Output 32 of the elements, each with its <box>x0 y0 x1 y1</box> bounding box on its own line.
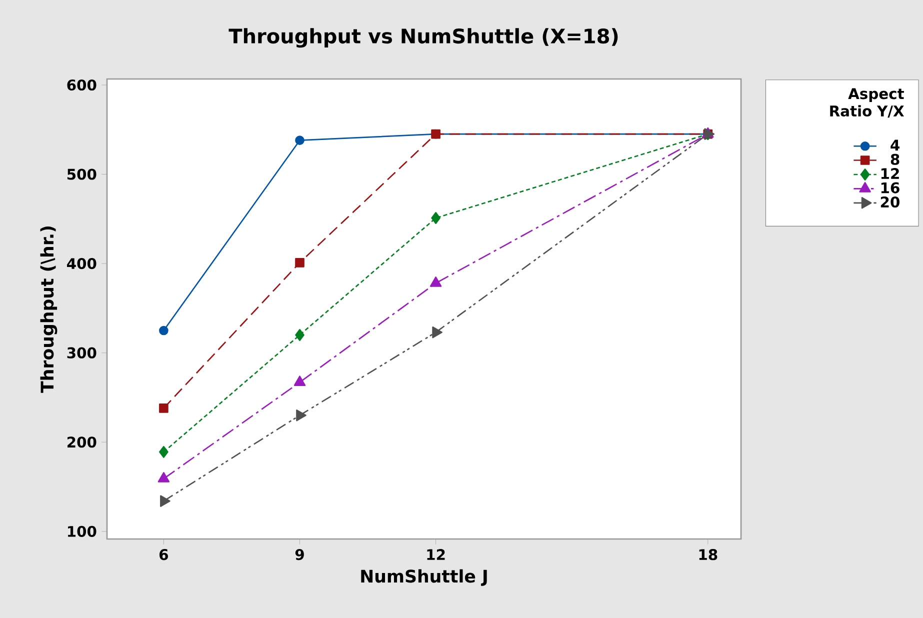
x-axis-title: NumShuttle J <box>361 569 487 586</box>
point <box>160 495 170 507</box>
point <box>295 136 304 145</box>
point <box>432 326 442 338</box>
point <box>296 409 306 422</box>
point <box>159 404 168 413</box>
point <box>294 376 306 386</box>
x-tick-label: 12 <box>427 549 445 560</box>
x-tick-label: 9 <box>295 549 304 560</box>
y-tick-label: 300 <box>67 347 96 358</box>
point <box>158 472 170 482</box>
point <box>430 276 442 287</box>
legend-label: 16 <box>881 182 900 194</box>
legend-label: 20 <box>880 196 900 208</box>
y-tick-label: 100 <box>68 526 96 537</box>
x-tick-label: 6 <box>159 549 168 560</box>
point <box>295 258 304 268</box>
point <box>431 212 440 224</box>
x-tick-label: 18 <box>699 549 718 560</box>
legend-title: Aspect Ratio Y/X <box>830 88 904 118</box>
y-axis-title: Throughput (\hr.) <box>40 226 58 393</box>
y-tick-label: 400 <box>66 258 96 270</box>
y-tick-label: 200 <box>67 436 96 448</box>
legend-label: 12 <box>881 168 899 179</box>
point <box>159 326 168 336</box>
y-tick-label: 500 <box>67 168 96 180</box>
legend-label: 4 <box>890 140 900 150</box>
point <box>295 328 304 341</box>
chart-title: Throughput vs NumShuttle (X=18) <box>228 28 618 48</box>
y-tick-label: 600 <box>67 79 96 91</box>
point <box>159 446 168 458</box>
legend-label: 8 <box>890 154 900 165</box>
